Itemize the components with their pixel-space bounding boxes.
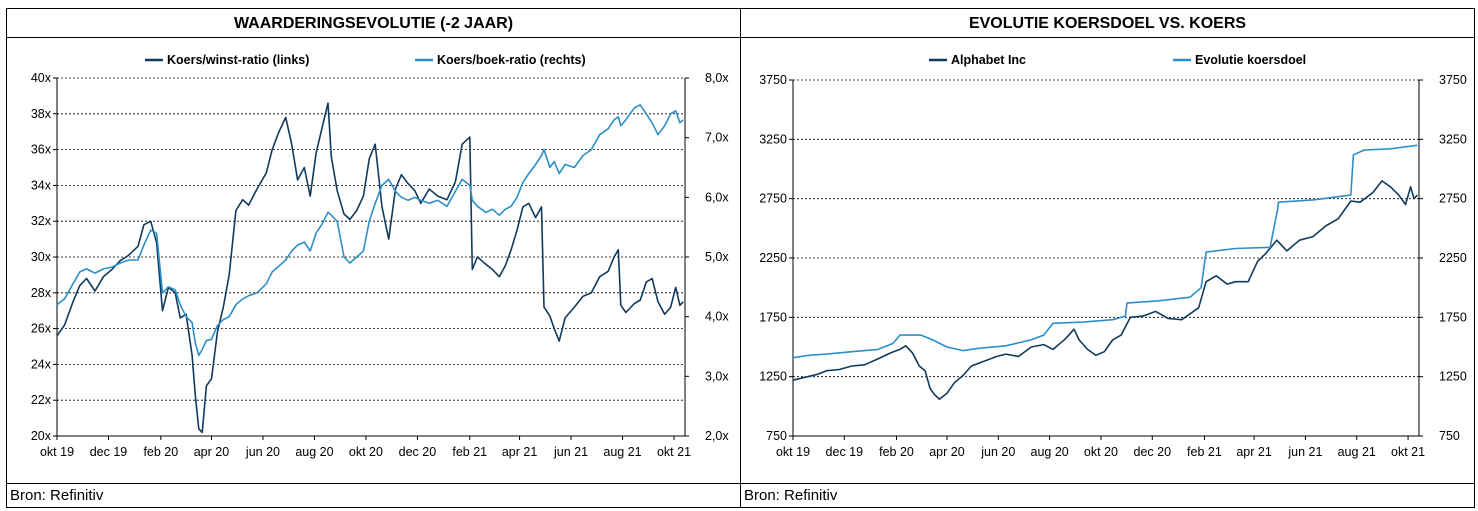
y-right-tick-label: 3750 bbox=[1439, 73, 1467, 87]
x-tick-label: aug 21 bbox=[603, 445, 641, 459]
x-tick-label: apr 20 bbox=[194, 445, 229, 459]
y-left-tick-label: 3250 bbox=[759, 132, 787, 146]
y-right-tick-label: 5,0x bbox=[705, 250, 729, 264]
y-right-tick-label: 7,0x bbox=[705, 131, 729, 145]
x-tick-label: dec 20 bbox=[399, 445, 437, 459]
y-left-tick-label: 34x bbox=[31, 178, 52, 192]
target-price-chart: 750 1250 1750 2250 2750 3250 3750 750 1250 1750 22… bbox=[759, 53, 1467, 459]
x-tick-label: feb 20 bbox=[879, 445, 914, 459]
x-tick-label: feb 21 bbox=[452, 445, 487, 459]
target-price-panel: EVOLUTIE KOERSDOEL VS. KOERS 750 1250 1750… bbox=[740, 8, 1475, 508]
panel-title: WAARDERINGSEVOLUTIE (-2 JAAR) bbox=[7, 9, 740, 38]
y-right-tick-label: 8,0x bbox=[705, 71, 729, 85]
y-right-tick-label: 4,0x bbox=[705, 310, 729, 324]
y-left-tick-label: 3750 bbox=[759, 73, 787, 87]
y-right-tick-label: 6,0x bbox=[705, 190, 729, 204]
x-tick-label: dec 19 bbox=[90, 445, 128, 459]
x-tick-label: okt 21 bbox=[657, 445, 691, 459]
y-left-tick-label: 1750 bbox=[759, 310, 787, 324]
source-note: Bron: Refinitiv bbox=[7, 483, 740, 507]
series-line-1 bbox=[792, 180, 1418, 401]
y-left-tick-label: 24x bbox=[31, 357, 52, 371]
x-tick-label: aug 20 bbox=[1031, 445, 1069, 459]
y-right-tick-label: 2250 bbox=[1439, 251, 1467, 265]
y-right-tick-label: 750 bbox=[1439, 429, 1460, 443]
y-left-tick-label: 30x bbox=[31, 250, 52, 264]
y-left-tick-label: 28x bbox=[31, 286, 52, 300]
y-left-tick-label: 22x bbox=[31, 393, 52, 407]
y-right-tick-label: 1250 bbox=[1439, 370, 1467, 384]
legend-label: Evolutie koersdoel bbox=[1195, 53, 1306, 67]
y-left-tick-label: 2750 bbox=[759, 192, 787, 206]
x-tick-label: apr 21 bbox=[1236, 445, 1271, 459]
y-left-tick-label: 26x bbox=[31, 322, 52, 336]
y-left-tick-label: 1250 bbox=[759, 370, 787, 384]
x-tick-label: jun 20 bbox=[980, 445, 1015, 459]
y-left-tick-label: 36x bbox=[31, 143, 52, 157]
x-tick-label: aug 21 bbox=[1338, 445, 1376, 459]
x-tick-label: dec 19 bbox=[826, 445, 864, 459]
x-tick-label: okt 20 bbox=[349, 445, 383, 459]
series-line-1 bbox=[56, 102, 684, 434]
y-right-tick-label: 2,0x bbox=[705, 429, 729, 443]
y-right-tick-label: 3250 bbox=[1439, 132, 1467, 146]
y-left-tick-label: 20x bbox=[31, 429, 52, 443]
y-right-tick-label: 3,0x bbox=[705, 369, 729, 383]
source-note: Bron: Refinitiv bbox=[741, 483, 1474, 507]
y-left-tick-label: 40x bbox=[31, 71, 52, 85]
legend-label: Alphabet Inc bbox=[951, 53, 1026, 67]
x-tick-label: apr 20 bbox=[929, 445, 964, 459]
y-left-tick-label: 38x bbox=[31, 107, 52, 121]
x-tick-label: okt 20 bbox=[1084, 445, 1118, 459]
series-line-2 bbox=[792, 144, 1418, 359]
x-tick-label: jun 20 bbox=[245, 445, 280, 459]
x-tick-label: dec 20 bbox=[1134, 445, 1172, 459]
panel-title: EVOLUTIE KOERSDOEL VS. KOERS bbox=[741, 9, 1474, 38]
x-tick-label: jun 21 bbox=[1287, 445, 1322, 459]
y-left-tick-label: 2250 bbox=[759, 251, 787, 265]
y-left-tick-label: 32x bbox=[31, 214, 52, 228]
y-left-tick-label: 750 bbox=[766, 429, 787, 443]
y-right-tick-label: 2750 bbox=[1439, 192, 1467, 206]
legend-label: Koers/winst-ratio (links) bbox=[167, 53, 309, 67]
x-tick-label: okt 19 bbox=[40, 445, 74, 459]
x-tick-label: jun 21 bbox=[553, 445, 588, 459]
x-tick-label: feb 20 bbox=[143, 445, 178, 459]
y-right-tick-label: 1750 bbox=[1439, 310, 1467, 324]
x-tick-label: apr 21 bbox=[502, 445, 537, 459]
valuation-chart: 20x 22x 24x 26x 28x 30x 32x 34x 36x 38x 40x 2,0x 3,0… bbox=[31, 53, 730, 459]
series-line-2 bbox=[56, 104, 684, 357]
x-tick-label: okt 21 bbox=[1391, 445, 1425, 459]
x-tick-label: okt 19 bbox=[776, 445, 810, 459]
x-tick-label: aug 20 bbox=[295, 445, 333, 459]
x-tick-label: feb 21 bbox=[1187, 445, 1222, 459]
legend-label: Koers/boek-ratio (rechts) bbox=[437, 53, 586, 67]
valuation-panel: WAARDERINGSEVOLUTIE (-2 JAAR) 20x 22x 24x 2… bbox=[6, 8, 741, 508]
